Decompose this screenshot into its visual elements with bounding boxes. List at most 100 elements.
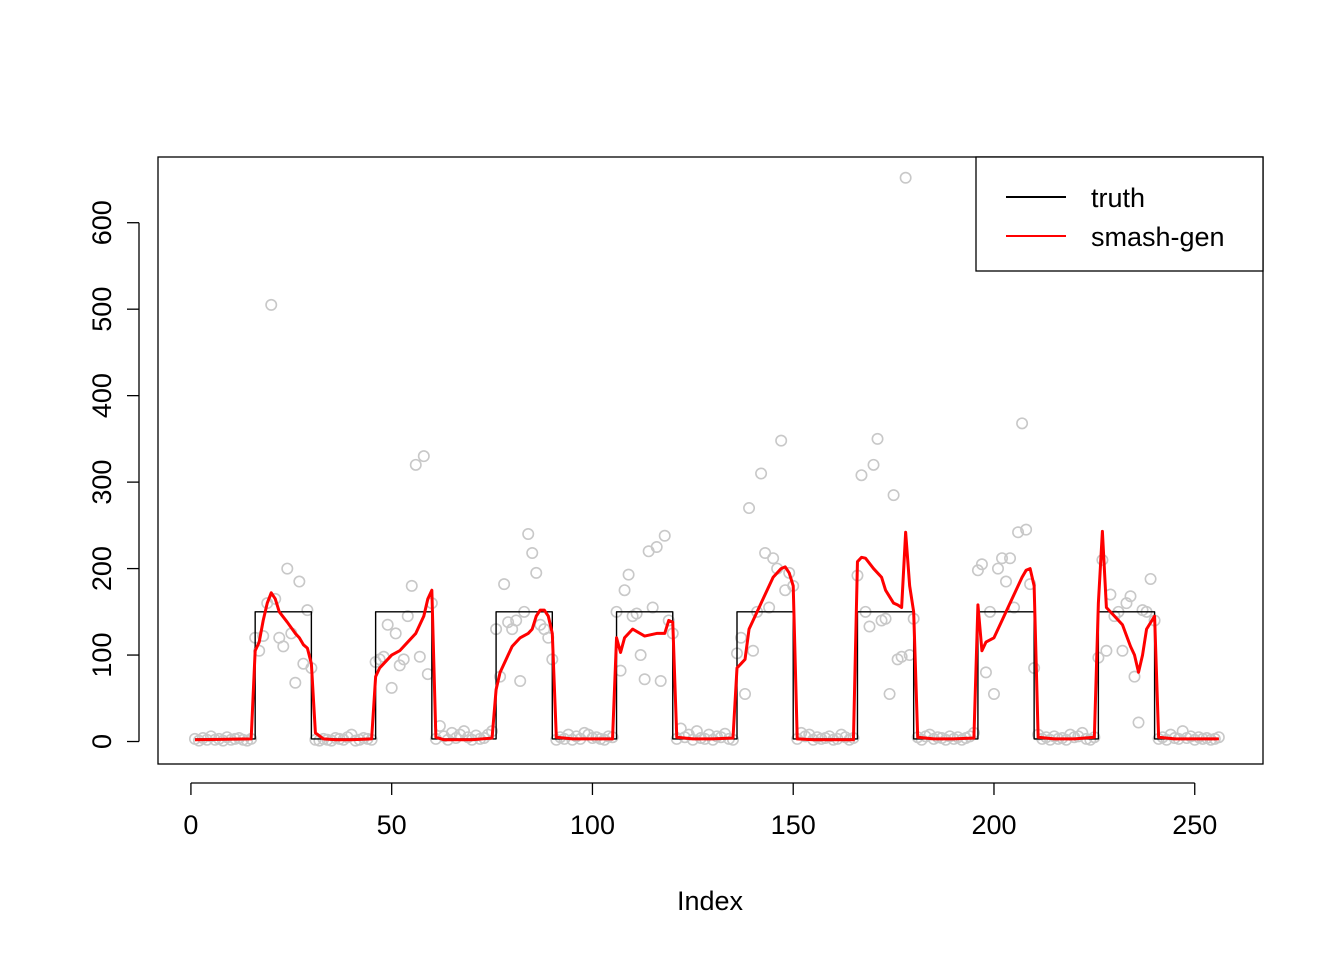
data-point — [638, 673, 651, 686]
data-point — [996, 552, 1009, 565]
data-point — [662, 614, 675, 627]
data-point — [871, 432, 884, 445]
data-point — [743, 502, 756, 515]
data-point — [405, 579, 418, 592]
data-point — [690, 725, 703, 738]
data-point — [783, 566, 796, 579]
data-point — [257, 630, 270, 643]
data-point — [987, 687, 1000, 700]
y-tick-label: 300 — [87, 460, 117, 505]
data-point — [457, 725, 470, 738]
data-point — [502, 616, 515, 629]
data-point — [887, 489, 900, 502]
data-point — [658, 529, 671, 542]
x-tick-label: 100 — [570, 810, 615, 840]
data-point — [409, 458, 422, 471]
data-point — [654, 674, 667, 687]
y-tick-label: 0 — [87, 734, 117, 749]
data-point — [498, 578, 511, 591]
data-point — [381, 618, 394, 631]
data-point — [1004, 552, 1017, 565]
data-point — [449, 732, 462, 745]
data-point — [634, 649, 647, 662]
data-point — [1072, 730, 1085, 743]
data-point — [747, 644, 760, 657]
legend: truth smash-gen — [975, 156, 1264, 272]
data-point — [1144, 572, 1157, 585]
data-point — [385, 681, 398, 694]
y-axis: 0 100 200 300 400 500 600 — [87, 200, 140, 749]
data-point — [293, 575, 306, 588]
data-point — [646, 601, 659, 614]
data-point — [1120, 597, 1133, 610]
data-point — [735, 631, 748, 644]
data-point — [393, 659, 406, 672]
legend-label-smash-gen: smash-gen — [1091, 222, 1225, 252]
data-point — [1012, 526, 1025, 539]
y-tick-label: 100 — [87, 633, 117, 678]
x-tick-label: 0 — [183, 810, 198, 840]
legend-label-truth: truth — [1091, 183, 1145, 213]
y-tick-label: 200 — [87, 546, 117, 591]
x-tick-label: 250 — [1172, 810, 1217, 840]
data-point — [514, 674, 527, 687]
y-tick-label: 600 — [87, 200, 117, 245]
data-point — [975, 558, 988, 571]
data-point — [755, 467, 768, 480]
data-point — [991, 562, 1004, 575]
data-point — [1024, 578, 1037, 591]
data-point — [855, 469, 868, 482]
data-point — [863, 620, 876, 633]
data-point — [1100, 644, 1113, 657]
data-point — [417, 450, 430, 463]
data-point — [1132, 716, 1145, 729]
data-point — [763, 601, 776, 614]
x-axis: 0 50 100 150 200 250 — [183, 782, 1217, 840]
data-point — [823, 730, 836, 743]
series-lines — [194, 529, 1219, 742]
data-point — [277, 640, 290, 653]
data-point — [1128, 670, 1141, 683]
data-point — [1124, 590, 1137, 603]
data-point — [1116, 644, 1129, 657]
data-point — [289, 676, 302, 689]
data-point — [510, 614, 523, 627]
y-tick-label: 400 — [87, 373, 117, 418]
data-point — [401, 610, 414, 623]
data-point — [397, 653, 410, 666]
x-tick-label: 200 — [971, 810, 1016, 840]
x-axis-label: Index — [677, 886, 744, 916]
data-point — [767, 552, 780, 565]
data-point — [899, 171, 912, 184]
plot-frame — [157, 156, 1264, 765]
data-point — [1000, 575, 1013, 588]
data-point — [265, 298, 278, 311]
data-point — [618, 584, 631, 597]
data-point — [1020, 523, 1033, 536]
data-point — [971, 564, 984, 577]
data-point — [979, 666, 992, 679]
data-point — [1184, 730, 1197, 743]
data-point — [1016, 417, 1029, 430]
legend-box — [975, 156, 1264, 272]
data-point — [650, 540, 663, 553]
data-point — [739, 687, 752, 700]
data-point — [526, 547, 539, 560]
y-tick-label: 500 — [87, 287, 117, 332]
data-point — [883, 687, 896, 700]
data-point — [413, 650, 426, 663]
data-point — [622, 568, 635, 581]
data-point — [867, 458, 880, 471]
x-tick-label: 150 — [771, 810, 816, 840]
data-point — [895, 650, 908, 663]
data-point — [1212, 731, 1225, 744]
data-point — [281, 562, 294, 575]
series-smash-gen-line — [194, 529, 1219, 742]
data-point — [530, 566, 543, 579]
data-point — [775, 434, 788, 447]
data-point — [389, 627, 402, 640]
x-tick-label: 50 — [377, 810, 407, 840]
data-point — [630, 607, 643, 620]
